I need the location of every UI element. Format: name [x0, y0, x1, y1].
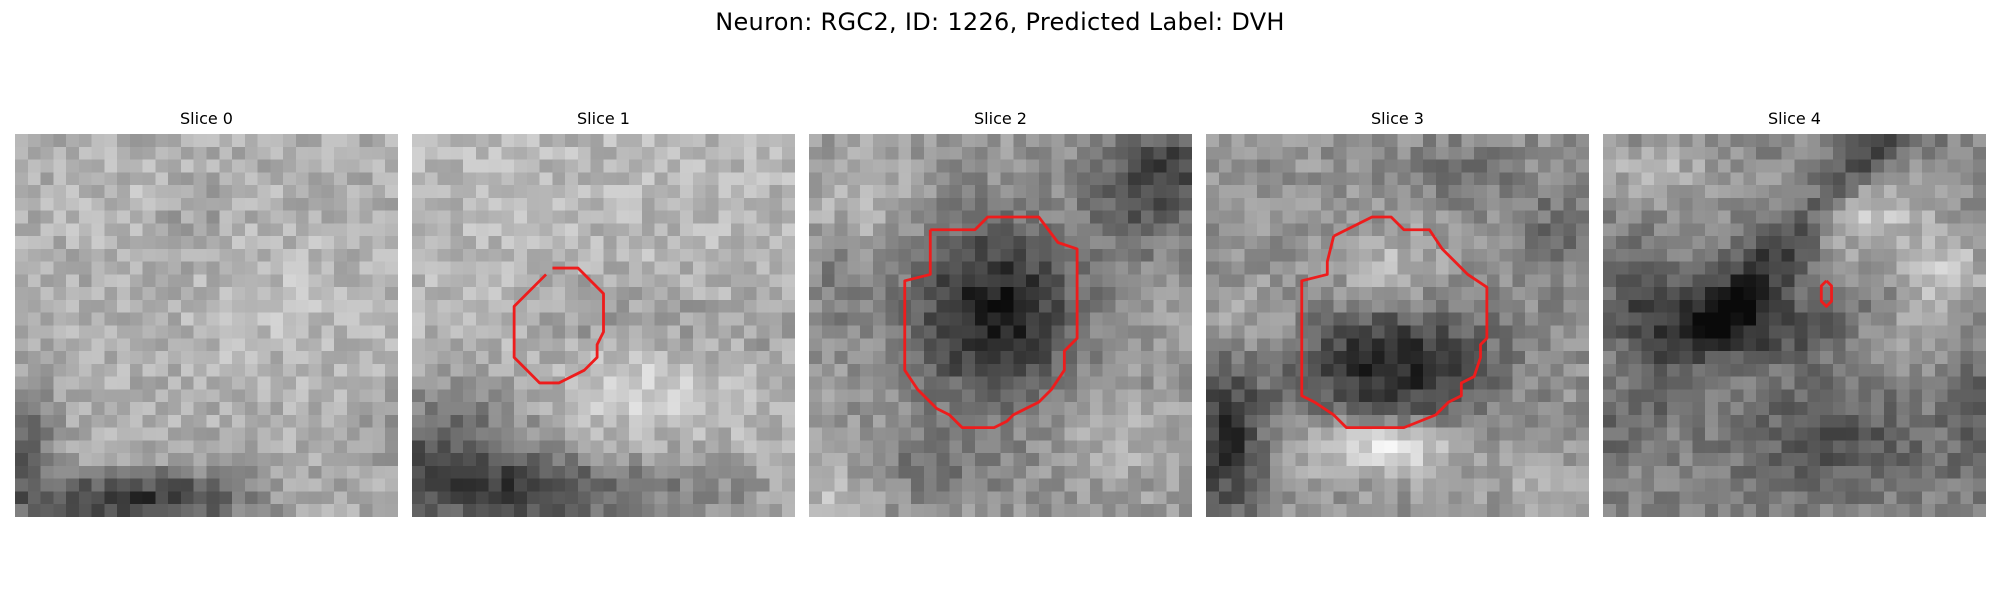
panel-title: Slice 2	[974, 109, 1027, 128]
microscopy-image	[809, 134, 1192, 517]
microscopy-image	[15, 134, 398, 517]
pixel-grid	[1603, 134, 1986, 517]
slice-panel-0: Slice 0	[15, 108, 398, 519]
panel-title: Slice 0	[180, 109, 233, 128]
microscopy-image	[1603, 134, 1986, 517]
panel-title: Slice 1	[577, 109, 630, 128]
segmentation-contour	[1300, 215, 1489, 430]
pixel-grid	[15, 134, 398, 517]
microscopy-image	[412, 134, 795, 517]
panel-title: Slice 3	[1371, 109, 1424, 128]
slice-panel-4: Slice 4	[1603, 108, 1986, 519]
slice-panel-3: Slice 3	[1206, 108, 1589, 519]
microscopy-image	[1206, 134, 1589, 517]
pixel-grid	[809, 134, 1192, 517]
segmentation-contour	[512, 266, 605, 385]
pixel-tiles	[809, 134, 1192, 517]
segmentation-contour	[903, 215, 1079, 430]
pixel-grid	[412, 134, 795, 517]
pixel-grid	[1206, 134, 1589, 517]
figure-title: Neuron: RGC2, ID: 1226, Predicted Label:…	[715, 8, 1285, 36]
pixel-tiles	[15, 134, 398, 517]
slice-panel-1: Slice 1	[412, 108, 795, 519]
segmentation-contour	[1819, 279, 1833, 308]
slice-panel-2: Slice 2	[809, 108, 1192, 519]
pixel-tiles	[1603, 134, 1986, 517]
panel-title: Slice 4	[1768, 109, 1821, 128]
pixel-tiles	[1206, 134, 1589, 517]
pixel-tiles	[412, 134, 795, 517]
